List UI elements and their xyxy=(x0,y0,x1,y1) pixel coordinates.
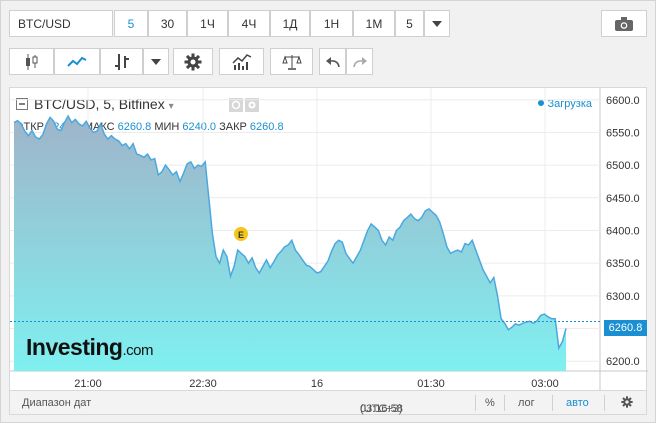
loading-indicator: Загрузка xyxy=(538,98,592,110)
event-marker[interactable] xyxy=(234,227,248,241)
collapse-icon[interactable] xyxy=(16,98,28,110)
last-price-badge: 6260.8 xyxy=(604,320,647,336)
area-chart-button[interactable] xyxy=(54,48,100,75)
x-tick-label: 03:00 xyxy=(531,378,559,390)
undo-icon xyxy=(325,56,340,67)
y-tick-label: 6600.0 xyxy=(606,95,640,107)
candles-button[interactable] xyxy=(9,48,54,75)
y-tick-label: 6350.0 xyxy=(606,258,640,270)
redo-icon xyxy=(352,56,367,67)
interval-dropdown-button[interactable] xyxy=(424,10,450,37)
chevron-down-icon xyxy=(432,20,442,27)
interval-1w[interactable]: 1Н xyxy=(310,10,353,37)
y-tick-label: 6300.0 xyxy=(606,291,640,303)
series-settings-icon[interactable] xyxy=(245,98,259,112)
chart-type-dropdown-button[interactable] xyxy=(143,48,169,75)
percent-toggle[interactable]: % xyxy=(485,397,495,409)
x-tick-label: 21:00 xyxy=(74,378,102,390)
screenshot-button[interactable] xyxy=(601,10,647,37)
interval-4h[interactable]: 4Ч xyxy=(228,10,270,37)
log-toggle[interactable]: лог xyxy=(518,397,535,409)
y-tick-label: 6400.0 xyxy=(606,225,640,237)
gear-icon[interactable] xyxy=(621,396,633,408)
interval-30[interactable]: 30 xyxy=(148,10,187,37)
x-tick-label: 16 xyxy=(311,378,323,390)
templates-button[interactable] xyxy=(270,48,313,75)
candlestick-icon xyxy=(25,53,37,70)
scales-icon xyxy=(281,54,302,70)
event-marker-label: E xyxy=(238,230,244,240)
bottom-bar: Диапазон дат 03:16:58 (UTC+3) % лог авто xyxy=(9,391,647,415)
interval-5[interactable]: 5 xyxy=(114,10,148,37)
camera-icon xyxy=(615,16,633,31)
redo-button[interactable] xyxy=(346,48,373,75)
indicators-button[interactable] xyxy=(219,48,264,75)
price-line xyxy=(13,114,567,351)
interval-1m[interactable]: 1М xyxy=(353,10,395,37)
y-tick-label: 6450.0 xyxy=(606,193,640,205)
x-tick-label: 22:30 xyxy=(189,378,217,390)
symbol-input[interactable]: BTC/USD xyxy=(9,10,113,37)
interval-1d[interactable]: 1Д xyxy=(270,10,310,37)
undo-button[interactable] xyxy=(319,48,346,75)
x-tick-label: 01:30 xyxy=(417,378,445,390)
compare-button[interactable] xyxy=(100,48,143,75)
investing-logo: Investing.com xyxy=(26,334,153,360)
interval-1h[interactable]: 1Ч xyxy=(187,10,228,37)
indicators-icon xyxy=(231,53,251,70)
chevron-down-icon xyxy=(151,58,161,65)
chart-pane[interactable]: BTC/USD, 5, Bitfinex ▾ Загрузка ОТКР 624… xyxy=(9,87,648,392)
y-tick-label: 6550.0 xyxy=(606,127,640,139)
gear-icon xyxy=(184,53,202,70)
auto-toggle[interactable]: авто xyxy=(566,397,589,409)
price-plot[interactable]: 6600.0 6550.0 6500.0 6450.0 6400.0 6350.0 6300… xyxy=(10,88,648,392)
y-tick-label: 6200.0 xyxy=(606,356,640,368)
bars-icon xyxy=(114,53,129,70)
date-range-button[interactable]: Диапазон дат xyxy=(22,397,92,409)
interval-select[interactable]: 5 xyxy=(395,10,424,37)
y-tick-label: 6500.0 xyxy=(606,160,640,172)
line-chart-icon xyxy=(67,56,87,67)
visibility-icon[interactable] xyxy=(229,98,243,112)
settings-button[interactable] xyxy=(173,48,213,75)
